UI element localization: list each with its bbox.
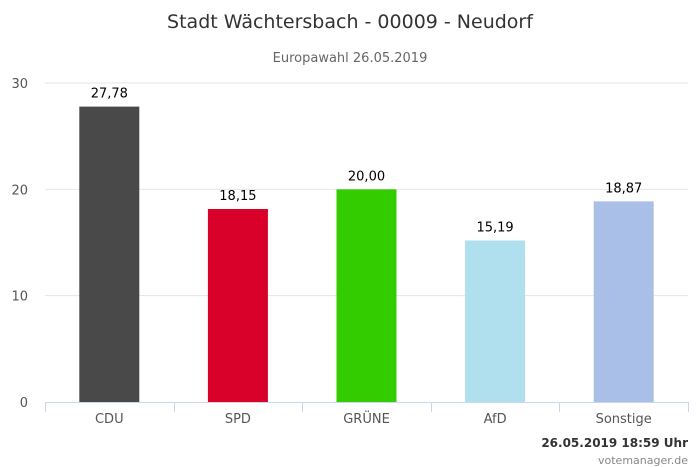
chart-title: Stadt Wächtersbach - 00009 - Neudorf bbox=[167, 11, 534, 33]
bar-sonstige bbox=[593, 201, 654, 402]
data-label: 15,19 bbox=[476, 220, 513, 235]
bar-cdu bbox=[79, 106, 140, 402]
data-label: 18,87 bbox=[605, 181, 642, 196]
x-tick-label: AfD bbox=[484, 412, 507, 427]
footer-timestamp: 26.05.2019 18:59 Uhr bbox=[541, 436, 688, 450]
bar-grüne bbox=[336, 189, 397, 402]
x-tick-label: SPD bbox=[225, 412, 251, 427]
data-label: 20,00 bbox=[348, 169, 385, 184]
y-tick-label: 10 bbox=[11, 290, 28, 305]
data-label: 18,15 bbox=[219, 189, 256, 204]
y-tick-label: 20 bbox=[11, 183, 28, 198]
x-tick-label: CDU bbox=[95, 412, 124, 427]
chart-subtitle: Europawahl 26.05.2019 bbox=[273, 51, 428, 66]
bar-afd bbox=[465, 240, 526, 402]
bar-spd bbox=[207, 209, 268, 402]
y-tick-label: 0 bbox=[20, 396, 28, 411]
y-tick-label: 30 bbox=[11, 77, 28, 92]
footer-credit[interactable]: votemanager.de bbox=[598, 454, 688, 467]
x-tick-label: Sonstige bbox=[596, 412, 652, 427]
data-label: 27,78 bbox=[91, 87, 128, 102]
x-tick-label: GRÜNE bbox=[343, 410, 390, 427]
